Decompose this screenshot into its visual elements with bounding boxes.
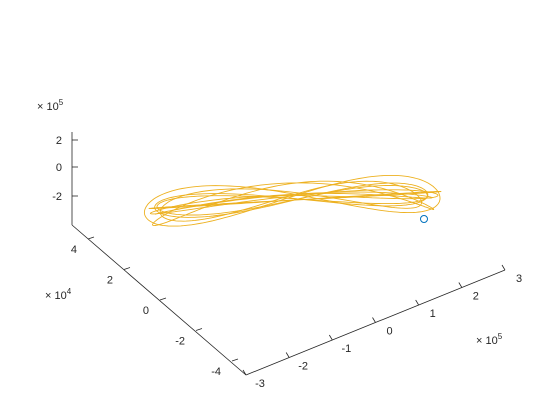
marker-group [421,216,428,223]
y-tick-label: 0 [143,305,149,317]
x-tick-label: 1 [430,308,436,320]
x-tick-label: 2 [473,291,479,303]
x-tick-mark [329,335,332,340]
x-tick-label: 3 [516,273,522,285]
axes-group [72,132,505,375]
y-tick-mark [160,298,166,300]
y-tick-label: -4 [211,366,221,378]
x-tick-mark [502,265,505,270]
y-exponent-label: × 104 [45,287,72,302]
y-tick-mark [88,237,94,239]
x-tick-label: -2 [298,361,308,373]
z-tick-label: 0 [56,162,62,174]
y-tick-label: 2 [107,275,113,287]
x-tick-mark [373,318,376,323]
x-tick-label: -1 [341,343,351,355]
y-tick-mark [124,268,130,270]
x-tick-label: -3 [255,378,265,390]
z-tick-label: -2 [52,191,62,203]
x-tick-mark [459,283,462,288]
y-axis-line [72,225,246,375]
z-tick-label: 2 [56,135,62,147]
y-ticks-group: -4 -2 0 2 4 [71,237,238,378]
y-tick-label: -2 [175,336,185,348]
z-exponent-label: × 105 [37,98,64,113]
x-ticks-group: -3 -2 -1 0 1 2 3 [243,265,522,390]
y-tick-label: 4 [71,244,77,256]
x-tick-label: 0 [386,326,392,338]
y-tick-mark [232,359,238,361]
y-tick-mark [196,329,202,331]
trajectory-marker [421,216,428,223]
x-exponent-label: × 105 [476,332,503,347]
x-tick-mark [416,300,419,305]
x-tick-mark [286,353,289,358]
z-ticks-group: -2 0 2 [52,135,78,203]
series-group [144,175,441,226]
